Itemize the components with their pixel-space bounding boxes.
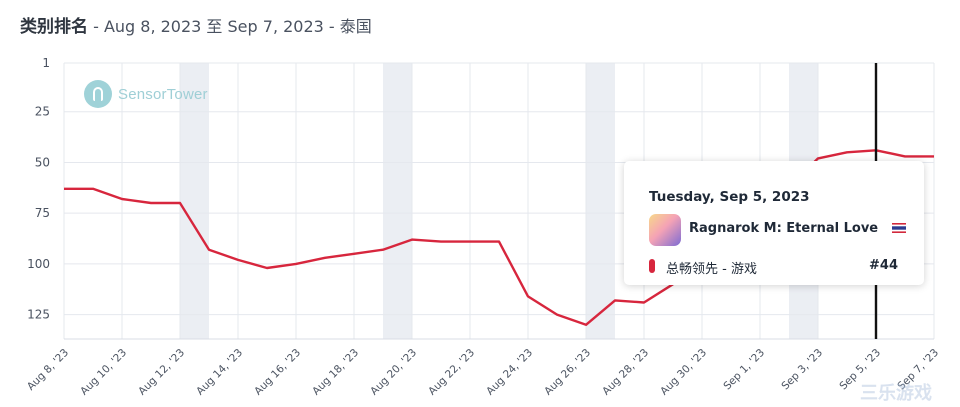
chart-title: 类别排名: [20, 17, 88, 37]
x-axis-labels: Aug 8, '23 Aug 10, '23 Aug 12, '23 Aug 14, …: [25, 347, 941, 398]
x-tick-label: Aug 10, '23: [78, 347, 129, 398]
tooltip-rank-value: #44: [869, 258, 898, 273]
x-tick-label: Aug 14, '23: [194, 347, 245, 398]
y-tick-label: 100: [27, 257, 50, 271]
sensortower-logo-icon: [84, 80, 112, 108]
y-tick-label: 50: [35, 155, 50, 169]
y-tick-label: 25: [35, 105, 50, 119]
chart-header: 类别排名 - Aug 8, 2023 至 Sep 7, 2023 - 泰国: [20, 12, 372, 37]
x-tick-label: Aug 24, '23: [484, 347, 535, 398]
x-tick-label: Aug 26, '23: [542, 347, 593, 398]
series-color-marker: [649, 259, 655, 273]
weekend-band-1: [383, 63, 412, 339]
y-tick-label: 125: [27, 308, 50, 322]
sensortower-logo-text: SensorTower: [118, 85, 208, 103]
app-icon: [649, 214, 681, 246]
y-tick-label: 75: [35, 206, 50, 220]
x-tick-label: Aug 20, '23: [368, 347, 419, 398]
x-tick-label: Aug 30, '23: [658, 347, 709, 398]
x-tick-label: Aug 8, '23: [25, 347, 71, 393]
chart-subtitle: - Aug 8, 2023 至 Sep 7, 2023 - 泰国: [88, 17, 372, 36]
x-tick-label: Aug 18, '23: [310, 347, 361, 398]
x-tick-label: Aug 12, '23: [136, 347, 187, 398]
weekend-band-0: [180, 63, 209, 339]
tooltip-app-name: Ragnarok M: Eternal Love: [689, 221, 879, 236]
hover-tooltip: Tuesday, Sep 5, 2023 Ragnarok M: Eternal…: [624, 161, 924, 285]
sensortower-logo: SensorTower: [84, 80, 208, 108]
tooltip-date: Tuesday, Sep 5, 2023: [649, 189, 810, 205]
watermark: 三乐游戏: [860, 383, 932, 404]
y-tick-label: 1: [42, 56, 50, 70]
thailand-flag-icon: [892, 223, 906, 233]
tooltip-series-label: 总畅领先 - 游戏: [666, 262, 757, 277]
x-tick-label: Aug 22, '23: [426, 347, 477, 398]
x-tick-label: Aug 16, '23: [252, 347, 303, 398]
x-tick-label: Sep 3, '23: [779, 347, 825, 393]
weekend-band-2: [586, 63, 615, 339]
x-tick-label: Aug 28, '23: [600, 347, 651, 398]
x-tick-label: Sep 1, '23: [721, 347, 767, 393]
